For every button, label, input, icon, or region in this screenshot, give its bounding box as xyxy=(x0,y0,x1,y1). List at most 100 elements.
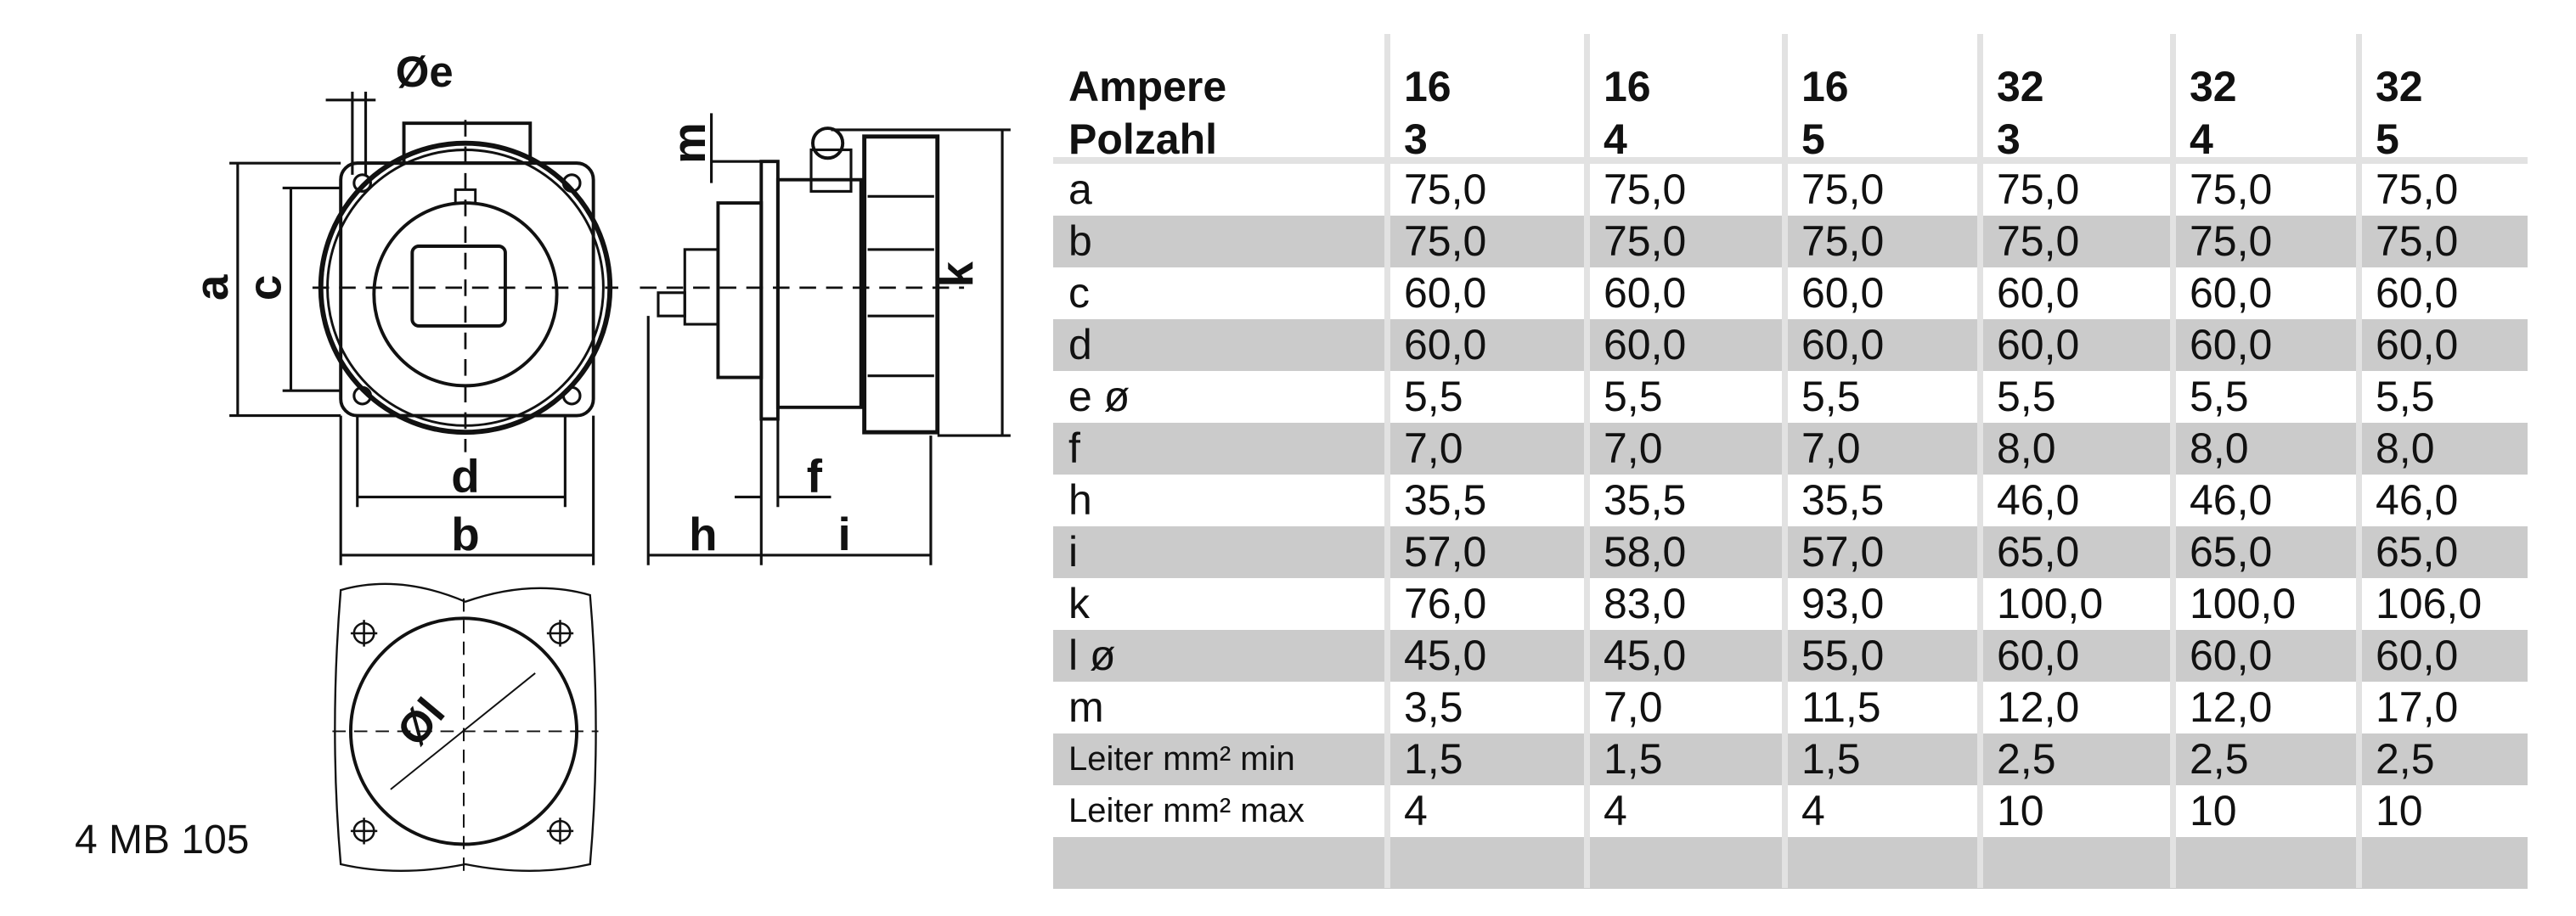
header-cell: 4 xyxy=(1604,115,1627,163)
table-cell: 12,0 xyxy=(1997,683,2080,731)
table-cell: 55,0 xyxy=(1801,632,1885,679)
table-row: a 75,0 75,0 75,0 75,0 75,0 75,0 xyxy=(1053,164,2528,216)
table-cell: 75,0 xyxy=(1604,217,1687,265)
row-label: k xyxy=(1068,580,1090,627)
header-cell: 3 xyxy=(1997,115,2021,163)
dim-label-i: i xyxy=(838,508,851,560)
table-row: Leiter mm² min 1,5 1,5 1,5 2,5 2,5 2,5 xyxy=(1053,733,2528,785)
table-cell: 7,0 xyxy=(1604,424,1663,472)
table-cell: 75,0 xyxy=(1604,166,1687,213)
header-label: Ampere xyxy=(1068,63,1227,110)
table-cell: 8,0 xyxy=(2190,424,2249,472)
table-cell: 46,0 xyxy=(2190,476,2273,524)
column-divider xyxy=(1977,34,1983,888)
header-cell: 32 xyxy=(2376,63,2423,110)
table-row: e ø 5,5 5,5 5,5 5,5 5,5 5,5 xyxy=(1053,371,2528,423)
table-cell: 60,0 xyxy=(2190,632,2273,679)
table-row: f 7,0 7,0 7,0 8,0 8,0 8,0 xyxy=(1053,423,2528,475)
row-label: a xyxy=(1068,166,1092,213)
table-cell: 10 xyxy=(2190,787,2237,835)
table-row: h 35,5 35,5 35,5 46,0 46,0 46,0 xyxy=(1053,475,2528,526)
table-cell: 76,0 xyxy=(1404,580,1487,627)
row-label: b xyxy=(1068,217,1092,265)
table-cell: 57,0 xyxy=(1404,528,1487,576)
table-cell: 17,0 xyxy=(2376,683,2459,731)
table-row: l ø 45,0 45,0 55,0 60,0 60,0 60,0 xyxy=(1053,630,2528,682)
table-row: d 60,0 60,0 60,0 60,0 60,0 60,0 xyxy=(1053,319,2528,371)
table-cell: 1,5 xyxy=(1604,735,1663,783)
table-cell: 5,5 xyxy=(1801,373,1861,420)
table-cell: 60,0 xyxy=(1404,321,1487,368)
technical-drawing: Øe a c d b k m f h i xyxy=(185,48,1011,873)
column-divider xyxy=(1384,34,1390,888)
column-divider xyxy=(1584,34,1590,888)
table-cell: 75,0 xyxy=(1404,166,1487,213)
header-label: Polzahl xyxy=(1068,115,1218,163)
table-cell: 1,5 xyxy=(1801,735,1861,783)
table-cell: 60,0 xyxy=(1997,269,2080,317)
table-cell: 100,0 xyxy=(2190,580,2297,627)
table-cell: 45,0 xyxy=(1404,632,1487,679)
table-cell: 75,0 xyxy=(1801,166,1885,213)
mounting-hole-icons xyxy=(350,620,574,845)
table-cell: 75,0 xyxy=(1997,217,2080,265)
row-label: e ø xyxy=(1068,373,1130,420)
table-cell: 4 xyxy=(1604,787,1627,835)
column-divider xyxy=(1782,34,1788,888)
table-cell: 60,0 xyxy=(1604,321,1687,368)
dim-label-e: Øe xyxy=(396,48,454,96)
table-cell: 5,5 xyxy=(1604,373,1663,420)
table-cell: 93,0 xyxy=(1801,580,1885,627)
front-view: Øe a c d b xyxy=(185,48,619,565)
table-row: i 57,0 58,0 57,0 65,0 65,0 65,0 xyxy=(1053,526,2528,578)
header-cell: 32 xyxy=(1997,63,2044,110)
header-cell: 5 xyxy=(2376,115,2399,163)
row-label: m xyxy=(1068,683,1104,731)
dim-label-d: d xyxy=(451,450,479,503)
table-cell: 100,0 xyxy=(1997,580,2104,627)
row-label: c xyxy=(1068,269,1090,317)
table-cell: 8,0 xyxy=(1997,424,2056,472)
header-divider xyxy=(1053,157,2528,164)
table-cell: 5,5 xyxy=(1404,373,1463,420)
dim-label-h: h xyxy=(689,508,717,560)
table-cell: 75,0 xyxy=(2376,217,2459,265)
table-row xyxy=(1053,837,2528,889)
table-cell: 5,5 xyxy=(1997,373,2056,420)
cutout-outline xyxy=(334,582,597,872)
table-cell: 75,0 xyxy=(1404,217,1487,265)
table-cell: 12,0 xyxy=(2190,683,2273,731)
table-cell: 60,0 xyxy=(2376,632,2459,679)
table-cell: 46,0 xyxy=(2376,476,2459,524)
table-cell: 2,5 xyxy=(2190,735,2249,783)
header-cell: 16 xyxy=(1604,63,1651,110)
table-cell: 8,0 xyxy=(2376,424,2435,472)
table-cell: 35,5 xyxy=(1604,476,1687,524)
table-cell: 75,0 xyxy=(1801,217,1885,265)
row-label: h xyxy=(1068,476,1092,524)
table-cell: 60,0 xyxy=(1604,269,1687,317)
dim-label-k: k xyxy=(930,261,983,287)
table-cell: 60,0 xyxy=(1997,321,2080,368)
table-cell: 2,5 xyxy=(1997,735,2056,783)
table-cell: 75,0 xyxy=(2190,217,2273,265)
table-cell: 57,0 xyxy=(1801,528,1885,576)
header-cell: 16 xyxy=(1801,63,1849,110)
dim-label-a: a xyxy=(185,274,238,301)
table-cell: 75,0 xyxy=(1997,166,2080,213)
table-cell: 7,0 xyxy=(1604,683,1663,731)
header-cell: 3 xyxy=(1404,115,1428,163)
front-socket-key xyxy=(410,244,507,328)
table-row: k 76,0 83,0 93,0 100,0 100,0 106,0 xyxy=(1053,578,2528,630)
header-cell: 16 xyxy=(1404,63,1451,110)
table-cell: 58,0 xyxy=(1604,528,1687,576)
table-row: Leiter mm² max 4 4 4 10 10 10 xyxy=(1053,785,2528,837)
table-cell: 75,0 xyxy=(2190,166,2273,213)
table-cell: 65,0 xyxy=(2376,528,2459,576)
table-cell: 45,0 xyxy=(1604,632,1687,679)
table-cell: 10 xyxy=(1997,787,2044,835)
table-cell: 35,5 xyxy=(1404,476,1487,524)
column-divider xyxy=(2170,34,2176,888)
table-cell: 46,0 xyxy=(1997,476,2080,524)
row-label: d xyxy=(1068,321,1092,368)
